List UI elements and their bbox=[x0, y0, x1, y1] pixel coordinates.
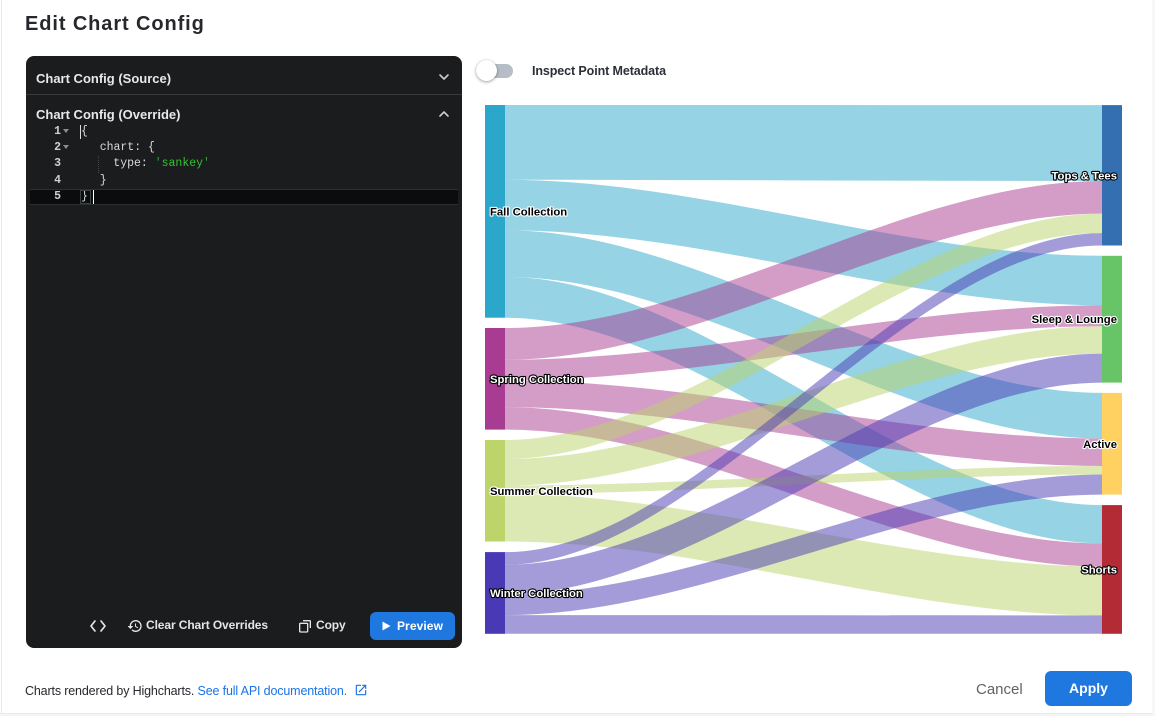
svg-text:Tops & Tees: Tops & Tees bbox=[1052, 170, 1118, 182]
svg-text:Spring Collection: Spring Collection bbox=[490, 374, 584, 386]
svg-text:Summer Collection: Summer Collection bbox=[490, 486, 593, 498]
svg-text:Sleep & Lounge: Sleep & Lounge bbox=[1032, 314, 1117, 326]
svg-text:Winter Collection: Winter Collection bbox=[490, 588, 583, 600]
svg-text:Fall Collection: Fall Collection bbox=[490, 206, 567, 218]
svg-text:Active: Active bbox=[1083, 439, 1117, 451]
svg-text:Shorts: Shorts bbox=[1081, 565, 1117, 577]
